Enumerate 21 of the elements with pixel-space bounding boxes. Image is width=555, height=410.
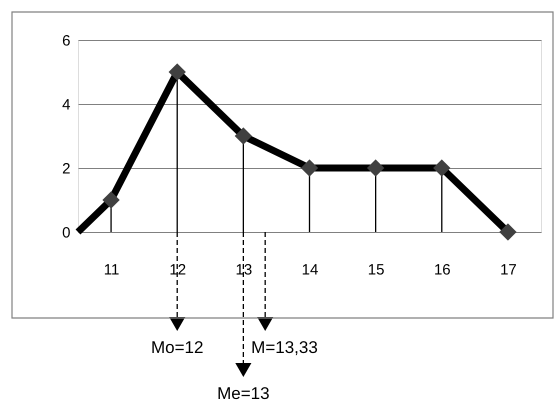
point xyxy=(499,223,517,241)
x-tick-label: 12 xyxy=(169,262,186,278)
point xyxy=(433,159,450,177)
y-tick-label: 6 xyxy=(62,32,70,50)
x-tick-label: 15 xyxy=(368,262,384,278)
point xyxy=(366,159,384,177)
point xyxy=(234,127,252,145)
x-tick-label: 13 xyxy=(236,262,252,278)
y-tick-label: 0 xyxy=(62,224,70,242)
point xyxy=(168,63,186,81)
point xyxy=(300,159,318,177)
x-tick-label: 14 xyxy=(302,262,318,278)
ref-line-label: Me=13 xyxy=(217,384,270,403)
y-tick-label: 2 xyxy=(62,160,70,178)
x-tick-label: 11 xyxy=(104,262,120,278)
legend-label: M=13,33 xyxy=(251,338,318,357)
ref-line-label: Mo=12 xyxy=(150,338,204,357)
point xyxy=(102,191,120,209)
y-tick-label: 4 xyxy=(62,96,70,114)
x-tick-label: 16 xyxy=(434,262,451,278)
x-tick-label: 17 xyxy=(500,262,517,278)
